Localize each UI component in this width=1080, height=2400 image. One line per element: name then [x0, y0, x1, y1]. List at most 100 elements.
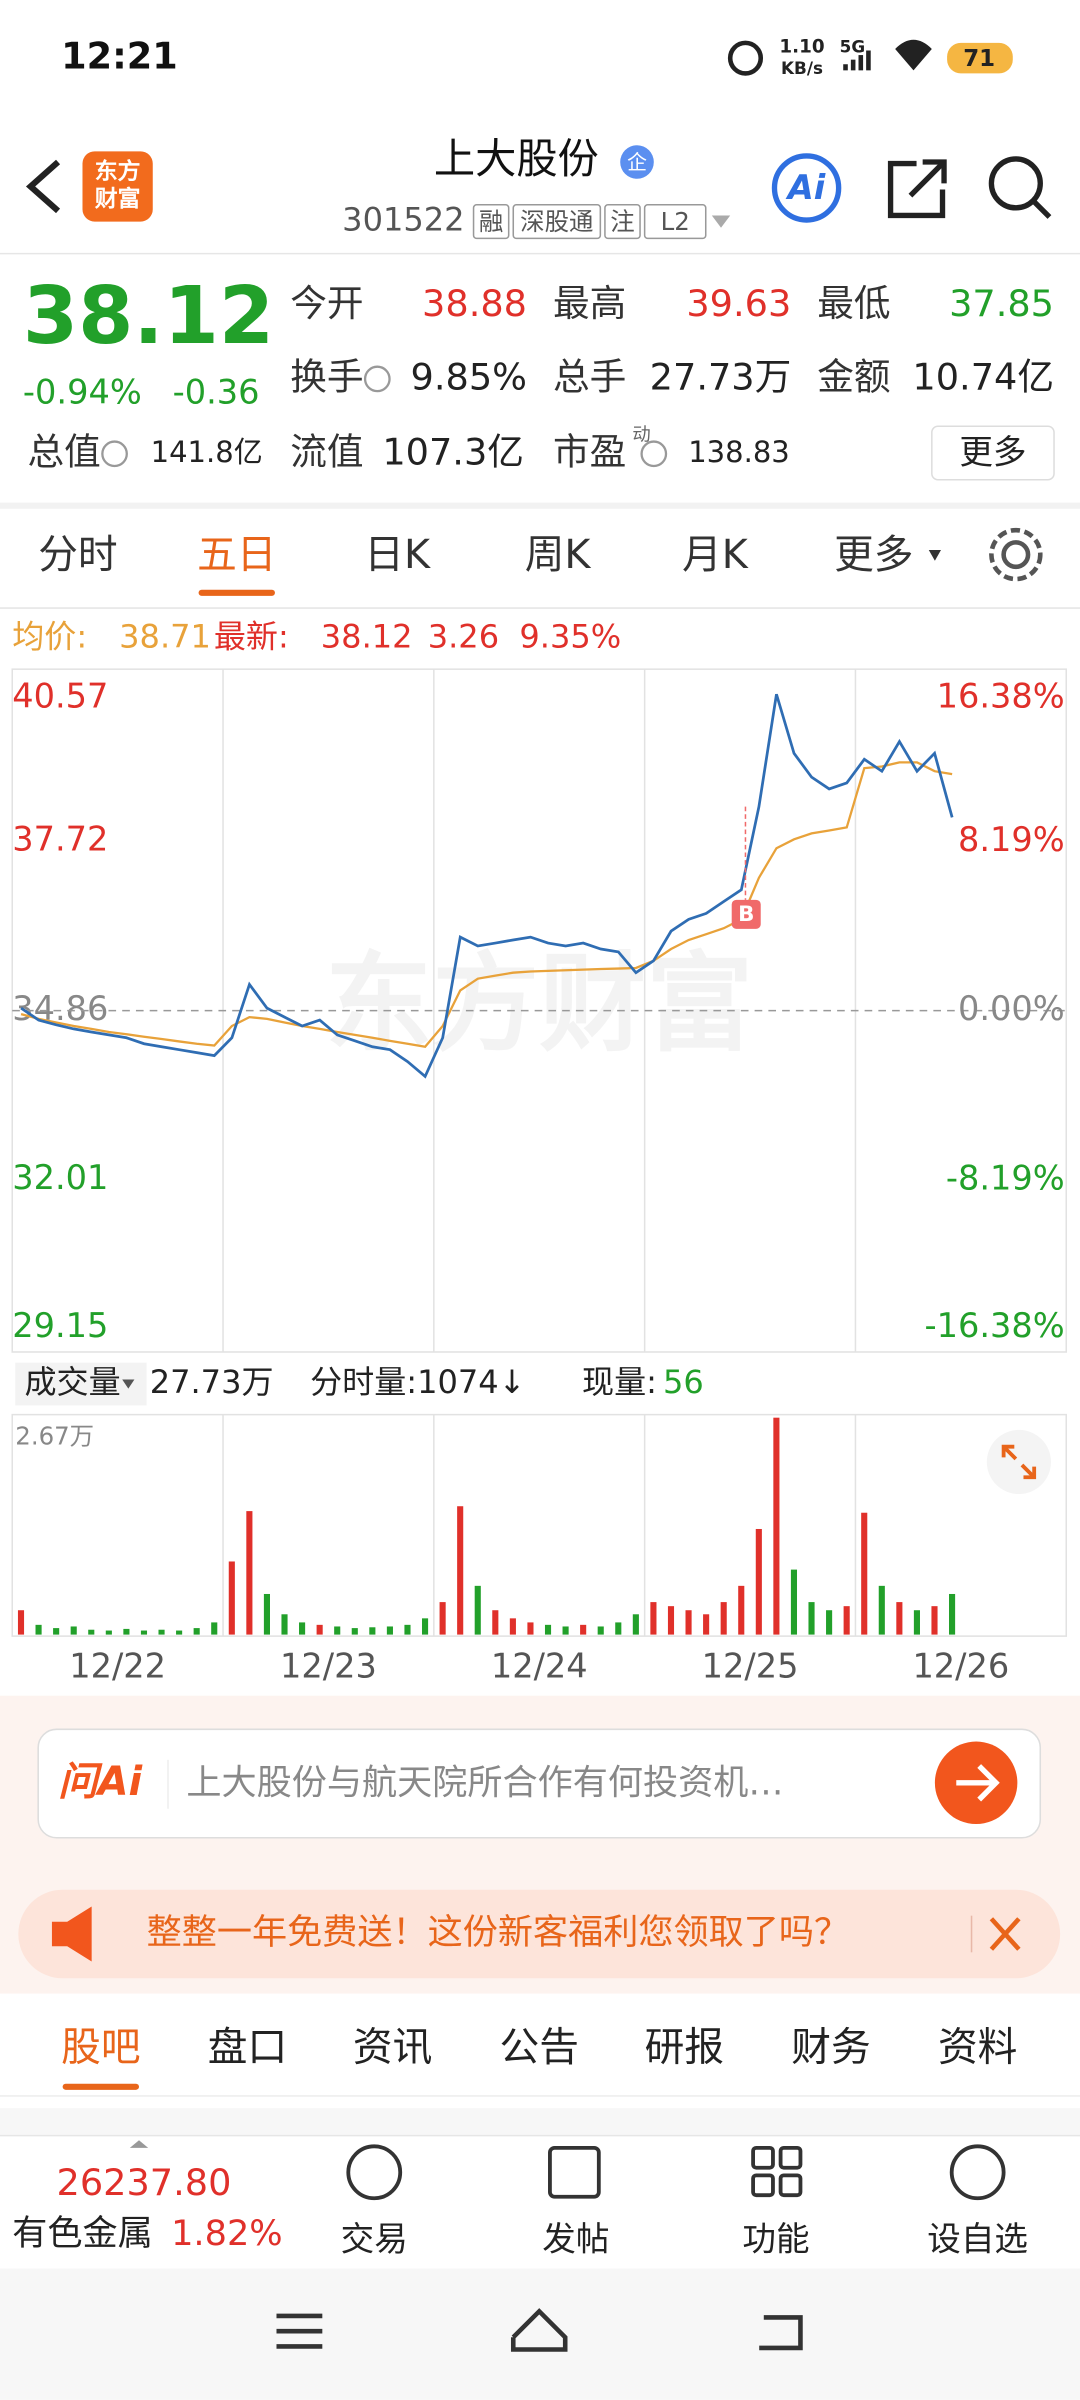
trade-icon	[346, 2144, 403, 2201]
volume-bar	[562, 1626, 569, 1635]
ai-button[interactable]	[771, 153, 842, 223]
section-tab[interactable]: 资料	[938, 2025, 1017, 2071]
y2-tick-label: 0.00%	[958, 989, 1065, 1028]
volume-bar	[544, 1624, 552, 1635]
section-tab[interactable]: 资讯	[353, 2025, 432, 2071]
post-icon	[548, 2145, 601, 2199]
tag-box	[472, 204, 510, 240]
section-tab[interactable]: 财务	[791, 2025, 870, 2071]
tag: 注	[610, 207, 634, 236]
volume-bar	[703, 1614, 710, 1635]
home-button[interactable]	[510, 2308, 568, 2352]
volume-bar	[70, 1626, 77, 1635]
share-button[interactable]	[887, 159, 947, 219]
badge-text: 企	[627, 151, 647, 174]
menu-button[interactable]	[276, 2313, 323, 2349]
volume-bar	[808, 1602, 815, 1635]
volume-bar	[404, 1624, 411, 1635]
legend-latest-label: 最新:	[214, 618, 289, 656]
volume-selector[interactable]	[15, 1362, 147, 1406]
ai-placeholder: 上大股份与航天院所合作有何投资机…	[186, 1762, 783, 1803]
promo-text: 整整一年免费送！这份新客福利您领取了吗？	[147, 1912, 850, 1953]
function-icon	[751, 2145, 803, 2198]
section-tab[interactable]: 研报	[645, 2025, 724, 2071]
volume-bar	[790, 1569, 798, 1635]
more-button[interactable]	[931, 425, 1055, 481]
wifi-icon	[895, 39, 932, 71]
tab: 周K	[525, 532, 592, 578]
volume-bar	[316, 1624, 323, 1635]
action-label[interactable]: 交易	[341, 2220, 408, 2259]
settings-button[interactable]	[989, 527, 1043, 582]
volume-interval: 分时量:1074↓	[310, 1363, 525, 1401]
stat-label: 金额	[817, 355, 890, 398]
expand-icon	[1001, 1444, 1037, 1480]
index-value: 26237.80	[57, 2161, 232, 2204]
y2-tick-label: 8.19%	[958, 820, 1065, 859]
volume-bar	[913, 1610, 920, 1635]
stock-name: 上大股份	[434, 135, 599, 183]
legend-change: 3.26	[428, 618, 499, 656]
net-speed-unit: KB/s	[781, 58, 823, 78]
expand-up-icon	[129, 2140, 149, 2148]
battery	[947, 42, 1013, 74]
tag-box	[643, 204, 707, 240]
volume-bar	[580, 1624, 587, 1635]
back-button[interactable]	[25, 159, 61, 214]
volume-tick-label: 2.67万	[15, 1422, 94, 1451]
volume-bar	[351, 1628, 358, 1635]
change: -0.36	[173, 373, 260, 412]
tag: 融	[479, 207, 503, 236]
volume-bar	[843, 1606, 850, 1635]
volume-bar	[615, 1622, 622, 1635]
volume-bar	[650, 1602, 657, 1635]
section-tab[interactable]: 盘口	[208, 2025, 287, 2071]
volume-bar	[632, 1614, 639, 1635]
volume-bar	[457, 1506, 464, 1635]
info-icon	[363, 365, 391, 393]
y-tick-label: 32.01	[12, 1158, 108, 1197]
volume-bar	[439, 1602, 446, 1635]
volume-bar	[720, 1602, 727, 1635]
section-tab[interactable]: 公告	[500, 2025, 579, 2071]
y2-tick-label: -16.38%	[925, 1306, 1065, 1345]
action-label[interactable]: 设自选	[927, 2220, 1028, 2259]
arrow-icon	[956, 1764, 1000, 1802]
volume-bar	[123, 1628, 130, 1635]
promo-banner[interactable]	[18, 1889, 1061, 1979]
search-button[interactable]	[988, 156, 1052, 219]
action-label[interactable]: 功能	[742, 2220, 809, 2259]
volume-bar	[105, 1630, 112, 1635]
x-tick-label: 12/25	[702, 1647, 799, 1686]
dropdown-icon[interactable]	[711, 215, 731, 228]
info-icon	[101, 440, 128, 468]
x-tick-label: 12/23	[280, 1647, 377, 1686]
stat-value: 138.83	[688, 435, 790, 469]
section-tab[interactable]: 股吧	[61, 2025, 140, 2071]
volume-bar	[685, 1610, 692, 1635]
volume-bar	[667, 1606, 675, 1635]
close-button[interactable]	[989, 1917, 1021, 1951]
ai-search-box[interactable]	[37, 1728, 1042, 1839]
volume-bar	[861, 1512, 868, 1635]
price-line	[20, 693, 954, 1079]
tag: 深股通	[520, 207, 593, 236]
logo-text: 东方	[95, 158, 141, 185]
volume-bar	[53, 1628, 60, 1635]
volume-frame	[11, 1413, 1068, 1637]
action-label[interactable]: 发帖	[542, 2220, 609, 2259]
ai-label: Ai	[785, 168, 826, 207]
last-price: 38.12	[23, 269, 274, 362]
legend-avg-label: 均价:	[12, 618, 87, 656]
volume-bar	[386, 1626, 393, 1635]
volume-bar	[896, 1602, 903, 1635]
expand-button[interactable]	[986, 1429, 1051, 1495]
volume-bar	[755, 1528, 762, 1635]
volume-bar	[421, 1618, 429, 1635]
tab-underline	[198, 589, 275, 596]
stat-value: 38.88	[422, 282, 527, 325]
back-nav-button[interactable]	[759, 2315, 803, 2351]
tab: 分时	[38, 532, 117, 578]
